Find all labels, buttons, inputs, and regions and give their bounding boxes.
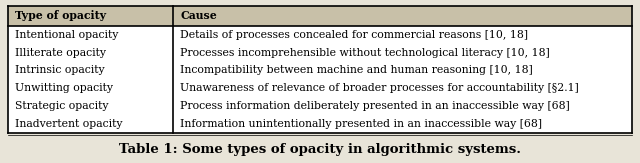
Text: Unawareness of relevance of broader processes for accountability [§2.1]: Unawareness of relevance of broader proc… (180, 83, 579, 93)
Text: Unwitting opacity: Unwitting opacity (15, 83, 113, 93)
Text: Processes incomprehensible without technological literacy [10, 18]: Processes incomprehensible without techn… (180, 47, 550, 58)
Text: Information unintentionally presented in an inaccessible way [68]: Information unintentionally presented in… (180, 119, 542, 129)
Text: Inadvertent opacity: Inadvertent opacity (15, 119, 122, 129)
Text: Cause: Cause (180, 10, 217, 21)
Text: Type of opacity: Type of opacity (15, 10, 106, 21)
Text: Table 1: Some types of opacity in algorithmic systems.: Table 1: Some types of opacity in algori… (119, 142, 521, 156)
Text: Incompatibility between machine and human reasoning [10, 18]: Incompatibility between machine and huma… (180, 65, 533, 75)
Text: Details of processes concealed for commercial reasons [10, 18]: Details of processes concealed for comme… (180, 30, 529, 40)
Bar (8, 6, 632, 26)
Text: Process information deliberately presented in an inaccessible way [68]: Process information deliberately present… (180, 101, 570, 111)
Text: Illiterate opacity: Illiterate opacity (15, 47, 106, 58)
Text: Intrinsic opacity: Intrinsic opacity (15, 65, 104, 75)
Text: Intentional opacity: Intentional opacity (15, 30, 118, 40)
Text: Strategic opacity: Strategic opacity (15, 101, 109, 111)
Bar (8, 6, 632, 133)
